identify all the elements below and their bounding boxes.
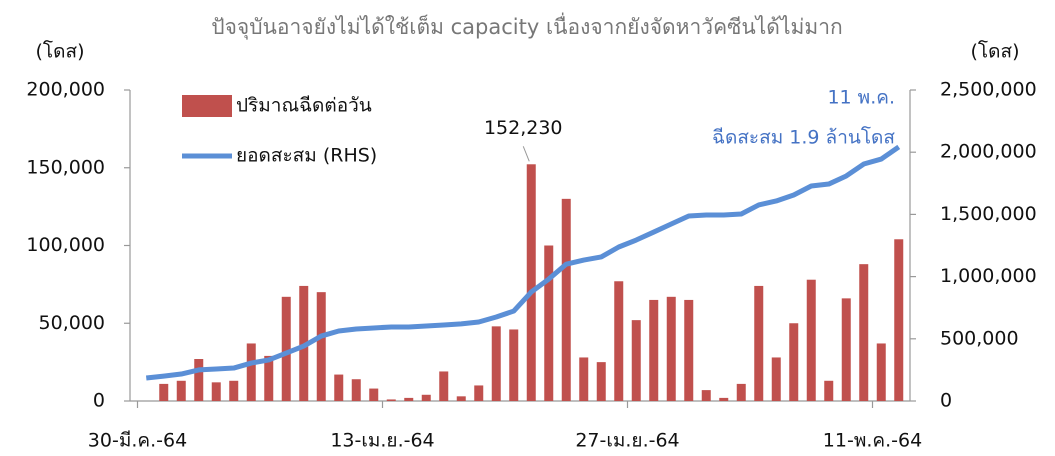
bar <box>386 399 396 401</box>
y-tick-label: 50,000 <box>39 312 105 334</box>
y2-tick-label: 1,500,000 <box>940 203 1037 225</box>
bar <box>789 323 799 401</box>
y2-tick-label: 1,000,000 <box>940 265 1037 287</box>
bar <box>176 380 186 401</box>
y-tick-label: 100,000 <box>26 234 105 256</box>
bar <box>334 374 344 401</box>
chart-title: ปัจจุบันอาจยังไม่ได้ใช้เต็ม capacity เนื… <box>211 12 842 40</box>
bar <box>404 397 414 401</box>
bar <box>736 383 746 401</box>
bar <box>544 245 554 401</box>
legend-label: ปริมาณฉีดต่อวัน <box>236 95 372 117</box>
bar <box>806 279 816 401</box>
bar <box>351 379 361 401</box>
bar <box>159 383 169 401</box>
data-label: 152,230 <box>484 117 563 139</box>
bar <box>649 299 659 401</box>
bar <box>684 299 694 401</box>
bar <box>421 394 431 401</box>
legend-label: ยอดสะสม (RHS) <box>236 145 377 167</box>
x-tick-label: 30-มี.ค.-64 <box>88 430 187 452</box>
annotation: 11 พ.ค. <box>827 87 895 109</box>
bar <box>561 198 571 401</box>
line <box>145 144 901 381</box>
bar <box>771 357 781 401</box>
bar <box>369 388 379 401</box>
bar <box>526 164 536 401</box>
bar <box>229 380 239 401</box>
bar <box>509 329 519 401</box>
bar <box>211 382 221 401</box>
bar <box>579 357 589 401</box>
bar <box>824 380 834 401</box>
bar <box>246 343 256 401</box>
bar <box>701 390 711 401</box>
bar <box>666 296 676 401</box>
bar <box>859 264 869 401</box>
bar <box>474 385 484 401</box>
bar <box>614 281 624 401</box>
bar <box>754 285 764 401</box>
y2-axis-label: (โดส) <box>971 40 1020 63</box>
y2-tick-label: 500,000 <box>940 327 1019 349</box>
y-axis-label: (โดส) <box>36 40 85 63</box>
leader-line <box>522 146 530 162</box>
bar <box>719 397 729 401</box>
bar <box>281 296 291 401</box>
bar <box>316 292 326 401</box>
y2-tick-label: 2,000,000 <box>940 141 1037 163</box>
bar <box>841 298 851 401</box>
bar <box>876 343 886 401</box>
bar <box>491 326 501 401</box>
bar <box>596 362 606 401</box>
bar <box>456 396 466 401</box>
y-tick-label: 200,000 <box>26 79 105 101</box>
y-tick-label: 150,000 <box>26 156 105 178</box>
y-tick-label: 0 <box>93 390 105 412</box>
annotation: ฉีดสะสม 1.9 ล้านโดส <box>712 126 895 149</box>
bar <box>894 239 904 401</box>
bar <box>194 359 204 401</box>
bar <box>631 320 641 401</box>
x-tick-label: 27-เม.ย.-64 <box>575 430 679 452</box>
y2-tick-label: 2,500,000 <box>940 79 1037 101</box>
bar <box>264 355 274 401</box>
bar <box>439 371 449 401</box>
x-tick-label: 13-เม.ย.-64 <box>330 430 434 452</box>
legend-swatch <box>182 95 232 117</box>
x-tick-label: 11-พ.ค.-64 <box>823 430 922 452</box>
y2-tick-label: 0 <box>940 390 952 412</box>
